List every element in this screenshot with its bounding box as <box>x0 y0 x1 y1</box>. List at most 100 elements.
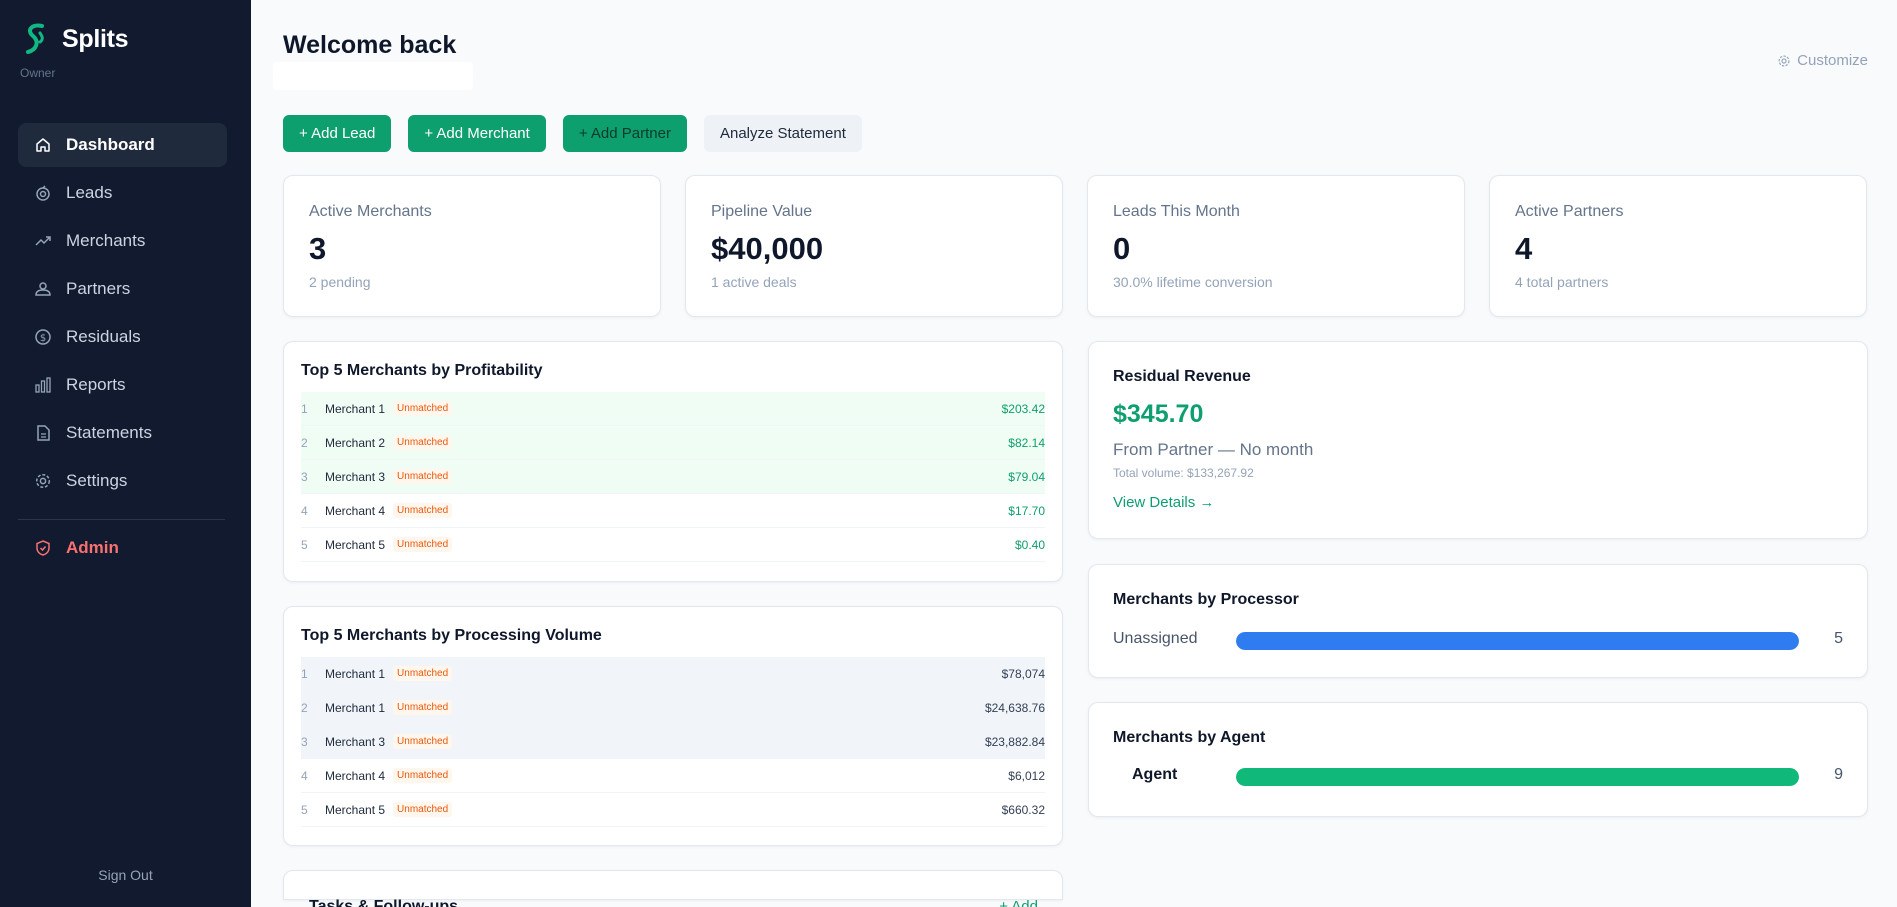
stat-sub: 1 active deals <box>711 274 797 290</box>
page-title: Welcome back <box>283 31 457 59</box>
merchant-name: Merchant 1 <box>325 666 386 681</box>
bar-label: Agent <box>1132 766 1178 783</box>
dollar-icon: $ <box>34 328 52 346</box>
bar-chart-icon <box>34 376 52 394</box>
target-icon <box>34 184 52 202</box>
profitability-list: 1 Merchant 1 Unmatched $203.42 2 Merchan… <box>301 392 1045 562</box>
sidebar: Splits Owner Dashboard Leads Merchants P <box>0 0 251 907</box>
sidebar-admin-section: Admin <box>18 526 227 574</box>
bar-track <box>1236 768 1799 786</box>
merchant-amount: $82.14 <box>1008 435 1045 450</box>
add-merchant-button[interactable]: + Add Merchant <box>408 115 546 152</box>
list-item[interactable]: 4 Merchant 4 Unmatched $17.70 <box>301 494 1045 528</box>
analyze-statement-button[interactable]: Analyze Statement <box>703 115 862 152</box>
merchant-name: Merchant 5 <box>325 537 386 552</box>
sidebar-item-label: Settings <box>66 471 128 490</box>
user-role: Owner <box>20 66 56 80</box>
stat-label: Leads This Month <box>1113 203 1240 220</box>
brand[interactable]: Splits <box>22 22 129 56</box>
merchant-name: Merchant 1 <box>325 700 386 715</box>
merchant-amount: $24,638.76 <box>984 700 1045 715</box>
merchants-by-processor-card: Merchants by Processor Unassigned 5 <box>1088 564 1868 678</box>
sidebar-divider <box>18 519 225 520</box>
residual-source: From Partner — No month <box>1113 440 1314 459</box>
rank-number: 2 <box>301 700 308 715</box>
list-item[interactable]: 2 Merchant 2 Unmatched $82.14 <box>301 426 1045 460</box>
status-badge: Unmatched <box>393 537 453 552</box>
stat-value: $40,000 <box>711 231 824 266</box>
rank-number: 4 <box>301 768 308 783</box>
sidebar-item-reports[interactable]: Reports <box>18 363 227 407</box>
list-item[interactable]: 3 Merchant 3 Unmatched $79.04 <box>301 460 1045 494</box>
brand-name: Splits <box>62 24 129 53</box>
sidebar-item-label: Reports <box>66 375 126 394</box>
sidebar-item-merchants[interactable]: Merchants <box>18 219 227 263</box>
bar-fill <box>1236 632 1799 650</box>
rank-number: 3 <box>301 469 308 484</box>
sidebar-item-residuals[interactable]: $ Residuals <box>18 315 227 359</box>
merchant-amount: $660.32 <box>1001 802 1045 817</box>
customize-label: Customize <box>1797 52 1868 69</box>
sidebar-item-statements[interactable]: Statements <box>18 411 227 455</box>
shield-icon <box>34 539 52 557</box>
rank-number: 2 <box>301 435 308 450</box>
customize-button[interactable]: Customize <box>1777 52 1868 69</box>
sidebar-item-dashboard[interactable]: Dashboard <box>18 123 227 167</box>
sidebar-item-label: Partners <box>66 279 131 298</box>
merchant-amount: $203.42 <box>1001 401 1045 416</box>
add-partner-button[interactable]: + Add Partner <box>562 115 687 152</box>
residual-total-volume: Total volume: $133,267.92 <box>1113 466 1254 480</box>
stat-card-active-partners[interactable]: Active Partners 4 4 total partners <box>1489 175 1867 317</box>
list-item[interactable]: 5 Merchant 5 Unmatched $660.32 <box>301 793 1045 827</box>
merchant-amount: $79.04 <box>1008 469 1045 484</box>
merchants-by-agent-card: Merchants by Agent Agent 9 <box>1088 702 1868 817</box>
list-item[interactable]: 1 Merchant 1 Unmatched $203.42 <box>301 392 1045 426</box>
list-item[interactable]: 1 Merchant 1 Unmatched $78,074 <box>301 657 1045 691</box>
stat-label: Active Partners <box>1515 203 1624 220</box>
user-name-placeholder <box>273 62 473 90</box>
sidebar-item-label: Leads <box>66 183 113 202</box>
splits-logo-icon <box>26 23 44 54</box>
sidebar-nav: Dashboard Leads Merchants Partners $ Res… <box>18 123 227 507</box>
merchant-name: Merchant 4 <box>325 503 386 518</box>
bar-track <box>1236 632 1799 650</box>
merchant-amount: $78,074 <box>1001 666 1045 681</box>
card-title: Merchants by Agent <box>1113 729 1266 746</box>
rank-number: 5 <box>301 802 308 817</box>
processor-bar-row: Unassigned 5 <box>1113 627 1843 651</box>
sign-out-link[interactable]: Sign Out <box>98 867 153 883</box>
stat-card-pipeline-value[interactable]: Pipeline Value $40,000 1 active deals <box>685 175 1063 317</box>
trend-icon <box>34 232 52 250</box>
status-badge: Unmatched <box>393 503 453 518</box>
residual-revenue-card: Residual Revenue $345.70 From Partner — … <box>1088 341 1868 539</box>
sidebar-item-label: Residuals <box>66 327 141 346</box>
merchant-amount: $17.70 <box>1008 503 1045 518</box>
bar-fill <box>1236 768 1799 786</box>
add-task-button[interactable]: + Add <box>999 898 1038 907</box>
merchant-name: Merchant 5 <box>325 802 386 817</box>
add-lead-button[interactable]: + Add Lead <box>283 115 392 152</box>
sidebar-item-admin[interactable]: Admin <box>18 526 227 570</box>
sidebar-item-partners[interactable]: Partners <box>18 267 227 311</box>
list-item[interactable]: 2 Merchant 1 Unmatched $24,638.76 <box>301 691 1045 725</box>
merchant-name: Merchant 3 <box>325 469 386 484</box>
merchant-name: Merchant 3 <box>325 734 386 749</box>
rank-number: 3 <box>301 734 308 749</box>
stat-sub: 30.0% lifetime conversion <box>1113 274 1273 290</box>
stat-card-leads-this-month[interactable]: Leads This Month 0 30.0% lifetime conver… <box>1087 175 1465 317</box>
sidebar-item-label: Admin <box>66 538 119 557</box>
list-item[interactable]: 3 Merchant 3 Unmatched $23,882.84 <box>301 725 1045 759</box>
sidebar-item-leads[interactable]: Leads <box>18 171 227 215</box>
svg-text:$: $ <box>40 333 46 344</box>
document-icon <box>34 424 52 442</box>
status-badge: Unmatched <box>393 734 453 749</box>
list-item[interactable]: 4 Merchant 4 Unmatched $6,012 <box>301 759 1045 793</box>
view-details-link[interactable]: View Details → <box>1113 494 1215 511</box>
card-title: Tasks & Follow-ups <box>309 898 459 907</box>
sidebar-item-settings[interactable]: Settings <box>18 459 227 503</box>
list-item[interactable]: 5 Merchant 5 Unmatched $0.40 <box>301 528 1045 562</box>
volume-list: 1 Merchant 1 Unmatched $78,074 2 Merchan… <box>301 657 1045 827</box>
gear-icon <box>34 472 52 490</box>
merchant-name: Merchant 4 <box>325 768 386 783</box>
stat-card-active-merchants[interactable]: Active Merchants 3 2 pending <box>283 175 661 317</box>
